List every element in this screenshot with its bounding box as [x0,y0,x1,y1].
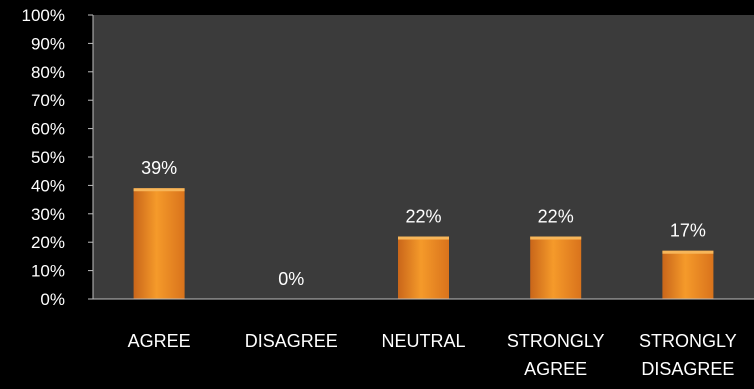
y-axis: 0% 10% 20% 30% 40% 50% 60% 70% 80% 90% 100% [22,6,94,309]
y-tick-label: 100% [22,6,65,25]
y-tick-label: 20% [31,233,65,252]
y-tick-label: 0% [40,290,65,309]
bar-top-highlight [530,236,582,240]
bars [133,188,714,299]
data-label: 0% [278,269,304,289]
y-tick-label: 50% [31,148,65,167]
y-tick-label: 30% [31,205,65,224]
bar [530,236,582,299]
bar-top-highlight [398,236,449,240]
category-label: DISAGREE [245,331,338,351]
category-label: AGREE [524,359,587,379]
data-label: 22% [405,207,441,227]
bar-top-highlight [662,250,714,254]
category-label: STRONGLY [507,331,605,351]
data-labels: 39% 0% 22% 22% 17% [141,158,706,289]
data-label: 39% [141,158,177,178]
data-label: 22% [538,207,574,227]
x-axis: AGREE DISAGREE NEUTRAL STRONGLY AGREE STRONGL… [93,298,754,379]
bar [398,236,449,299]
y-tick-label: 90% [31,34,65,53]
category-label: NEUTRAL [381,331,465,351]
bar [133,188,185,299]
bar [662,250,714,299]
y-tick-label: 40% [31,176,65,195]
y-tick-label: 60% [31,120,65,139]
y-tick-label: 70% [31,91,65,110]
category-label: STRONGLY [639,331,737,351]
y-tick-label: 10% [31,262,65,281]
category-label: AGREE [128,331,191,351]
category-label: DISAGREE [641,359,734,379]
bar-top-highlight [133,188,185,192]
data-label: 17% [670,221,706,241]
y-tick-label: 80% [31,63,65,82]
